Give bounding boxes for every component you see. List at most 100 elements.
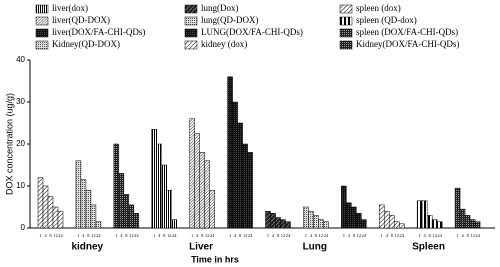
bar [85,189,92,229]
y-tick-label: 20 [16,139,25,148]
time-tick-label: 12 [129,233,134,238]
time-tick-label: 4 [44,233,47,238]
legend-label: kidney (dox) [201,39,247,49]
time-tick-label: 8 [49,233,52,238]
bar [133,213,140,229]
bar [37,177,44,229]
bar [436,221,443,229]
legend-label: liver(dox) [52,3,88,13]
time-tick-label: 1 [343,233,345,238]
time-tick-label: 12 [432,233,437,238]
legend-swatch [339,40,353,50]
bar [459,208,466,229]
time-tick-label: 1 [305,233,307,238]
legend-label: liver(QD-DOX) [52,15,110,25]
bar [227,76,233,229]
legend-swatch [339,28,353,38]
bar [199,152,205,229]
time-tick-label: 12 [53,233,58,238]
legend-swatch [184,28,198,38]
bar [426,215,433,229]
time-tick-label: 12 [357,233,362,238]
time-tick-label: 8 [466,233,469,238]
bar [171,219,177,229]
bar [151,129,157,229]
time-tick-label: 4 [424,233,427,238]
y-tick-label: 30 [16,97,25,106]
time-tick-label: 24 [58,233,63,238]
bar [166,189,172,229]
bar [128,204,135,229]
time-tick-label: 1 [191,233,193,238]
bar [464,215,471,229]
group-label: Liver [189,242,213,253]
time-tick-label: 24 [362,233,367,238]
time-tick-label: 4 [348,233,351,238]
time-tick-label: 24 [400,233,405,238]
legend-swatch [184,4,198,14]
bar [356,213,362,229]
bar [416,200,423,229]
y-tick-label: 10 [16,181,25,190]
bar [318,219,324,229]
legend-label: lung(Dox) [201,3,239,13]
legend-swatch [35,28,49,38]
legend-swatch [184,16,198,26]
bar [118,173,125,229]
bar [237,122,243,229]
time-tick-label: 24 [324,233,329,238]
legend-swatch [339,16,353,26]
bar [421,200,428,229]
bar [265,210,271,229]
bar [52,206,59,229]
legend-label: spleen (dox) [356,3,401,13]
bar [270,213,276,229]
time-tick-label: 1 [77,233,79,238]
bar [308,210,314,229]
time-tick-label: 4 [310,233,313,238]
time-tick-label: 1 [115,233,117,238]
legend-label: Kidney(DOX/FA-CHI-QDs) [356,39,459,49]
bar [194,133,200,229]
time-tick-label: 12 [395,233,400,238]
legend-label: liver(DOX/FA-CHI-QDs) [52,27,145,37]
bar [161,164,167,229]
time-tick-label: 24 [134,233,139,238]
time-tick-label: 4 [158,233,161,238]
legend-label: Kidney(QD-DOX) [52,39,120,49]
time-tick-label: 4 [386,233,389,238]
bar [280,219,286,229]
bar [156,143,162,229]
y-tick-label: 0 [21,223,26,232]
legend-label: spleen (DOX/FA-CHI-QDs) [356,27,458,37]
time-tick-label: 24 [248,233,253,238]
bar [454,187,461,229]
group-label: Spleen [412,242,445,253]
bar [285,221,291,229]
time-tick-label: 8 [201,233,204,238]
bar [47,196,54,229]
bar [90,204,97,229]
y-tick-label: 40 [16,55,25,64]
bar [204,160,210,229]
bar [113,143,120,229]
bar [384,210,390,229]
time-tick-label: 1 [267,233,269,238]
time-tick-label: 8 [125,233,128,238]
bar [123,194,130,229]
bar [57,210,64,229]
time-tick-label: 1 [456,233,458,238]
bar [361,219,367,229]
bar [474,221,481,229]
bar [379,204,385,229]
time-tick-label: 8 [163,233,166,238]
time-tick-label: 24 [172,233,177,238]
legend-swatch [35,16,49,26]
group-label: Lung [303,242,327,253]
time-tick-label: 1 [229,233,231,238]
legend-swatch [35,4,49,14]
time-tick-label: 12 [243,233,248,238]
y-axis-title: DOX concentration (ug/g) [4,93,14,195]
time-tick-label: 4 [461,233,464,238]
